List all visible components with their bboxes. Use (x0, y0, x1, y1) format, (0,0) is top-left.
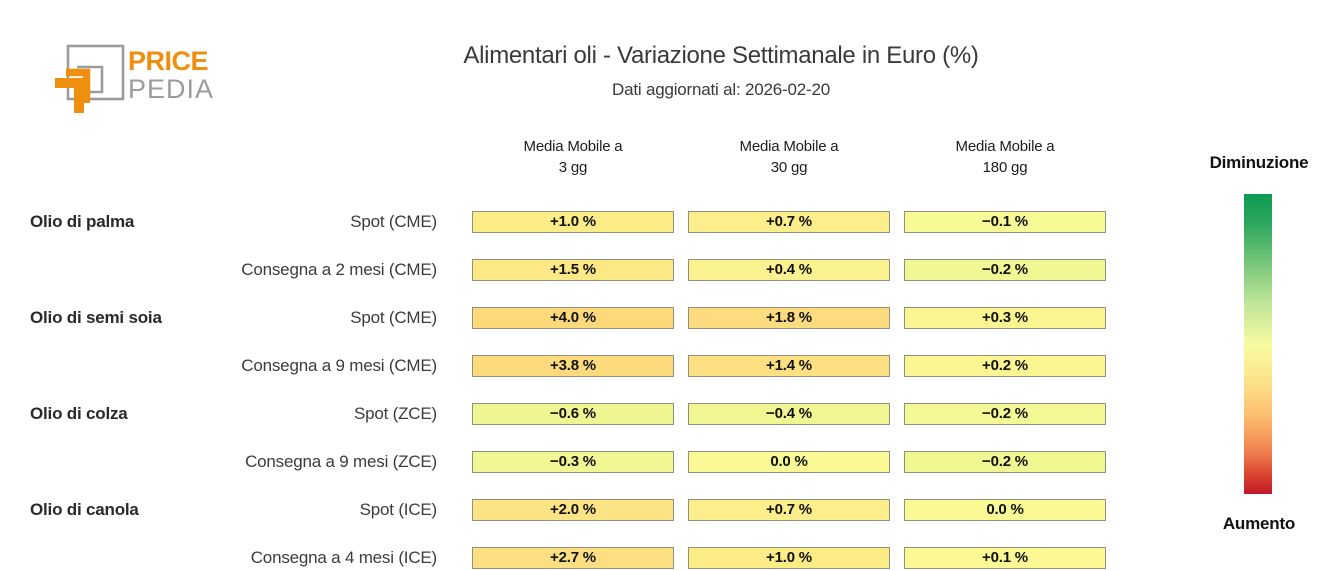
table-row: Consegna a 9 mesi (CME) +3.8 % +1.4 % +0… (0, 355, 1320, 377)
heatmap-cell: +1.0 % (472, 211, 674, 233)
logo-text-price: PRICE (128, 46, 208, 76)
page-title: Alimentari oli - Variazione Settimanale … (463, 42, 979, 69)
row-group-label: Olio di canola (30, 500, 139, 519)
row-label: Spot (CME) (350, 308, 437, 327)
column-header: Media Mobile a 30 gg (739, 138, 839, 176)
heatmap-cell: +3.8 % (472, 355, 674, 377)
title-block: Alimentari oli - Variazione Settimanale … (121, 42, 1320, 100)
heatmap-cell: 0.0 % (904, 499, 1106, 521)
row-group-label: Olio di semi soia (30, 308, 162, 327)
legend-decrease-label: Diminuzione (1209, 153, 1309, 172)
heatmap-cell: −0.2 % (904, 403, 1106, 425)
legend-increase-label: Aumento (1222, 514, 1296, 533)
pricepedia-logo: PRICE PEDIA (55, 44, 214, 113)
heatmap-cell: +1.5 % (472, 259, 674, 281)
heatmap-cell: −0.3 % (472, 451, 674, 473)
table-row: Olio di semi soia Spot (CME) +4.0 % +1.8… (0, 307, 1320, 329)
row-label: Consegna a 4 mesi (ICE) (250, 548, 437, 567)
heatmap-cell: −0.6 % (472, 403, 674, 425)
row-label: Consegna a 9 mesi (CME) (241, 356, 437, 375)
heatmap-cell: 0.0 % (688, 451, 890, 473)
row-label: Consegna a 2 mesi (CME) (241, 260, 437, 279)
row-label: Consegna a 9 mesi (ZCE) (245, 452, 437, 471)
page-subtitle: Dati aggiornati al: 2026-02-20 (612, 80, 830, 99)
row-group-label: Olio di colza (30, 404, 128, 423)
heatmap-cell: −0.1 % (904, 211, 1106, 233)
heatmap-cell: +4.0 % (472, 307, 674, 329)
heatmap-cell: +0.7 % (688, 499, 890, 521)
logo-text-pedia: PEDIA (128, 74, 214, 104)
logo-orange-bracket-large (55, 78, 84, 113)
row-label: Spot (CME) (350, 212, 437, 231)
logo-inner-square (77, 65, 104, 94)
heatmap-cell: +2.0 % (472, 499, 674, 521)
table-row: Consegna a 9 mesi (ZCE) −0.3 % 0.0 % −0.… (0, 451, 1320, 473)
column-header: Media Mobile a 180 gg (955, 138, 1055, 176)
table-row: Olio di canola Spot (ICE) +2.0 % +0.7 % … (0, 499, 1320, 521)
heatmap-cell: +0.3 % (904, 307, 1106, 329)
heatmap-cell: +2.7 % (472, 547, 674, 569)
table-row: Consegna a 2 mesi (CME) +1.5 % +0.4 % −0… (0, 259, 1320, 281)
legend-gradient-bar (1244, 194, 1272, 494)
heatmap-cell: +0.2 % (904, 355, 1106, 377)
table-row: Consegna a 4 mesi (ICE) +2.7 % +1.0 % +0… (0, 547, 1320, 569)
row-group-label: Olio di palma (30, 212, 135, 231)
row-label: Spot (ICE) (359, 500, 438, 519)
heatmap-cell: +0.4 % (688, 259, 890, 281)
heatmap-cell: −0.4 % (688, 403, 890, 425)
heatmap-cell: +1.4 % (688, 355, 890, 377)
heatmap-cell: +1.8 % (688, 307, 890, 329)
heatmap-cell: +1.0 % (688, 547, 890, 569)
table-row: Olio di colza Spot (ZCE) −0.6 % −0.4 % −… (0, 403, 1320, 425)
heatmap-cell: +0.1 % (904, 547, 1106, 569)
heatmap-cell: −0.2 % (904, 451, 1106, 473)
heatmap-cell: −0.2 % (904, 259, 1106, 281)
row-label: Spot (ZCE) (353, 404, 437, 423)
heatmap-cell: +0.7 % (688, 211, 890, 233)
logo-orange-bracket-small (66, 68, 91, 103)
table-row: Olio di palma Spot (CME) +1.0 % +0.7 % −… (0, 211, 1320, 233)
